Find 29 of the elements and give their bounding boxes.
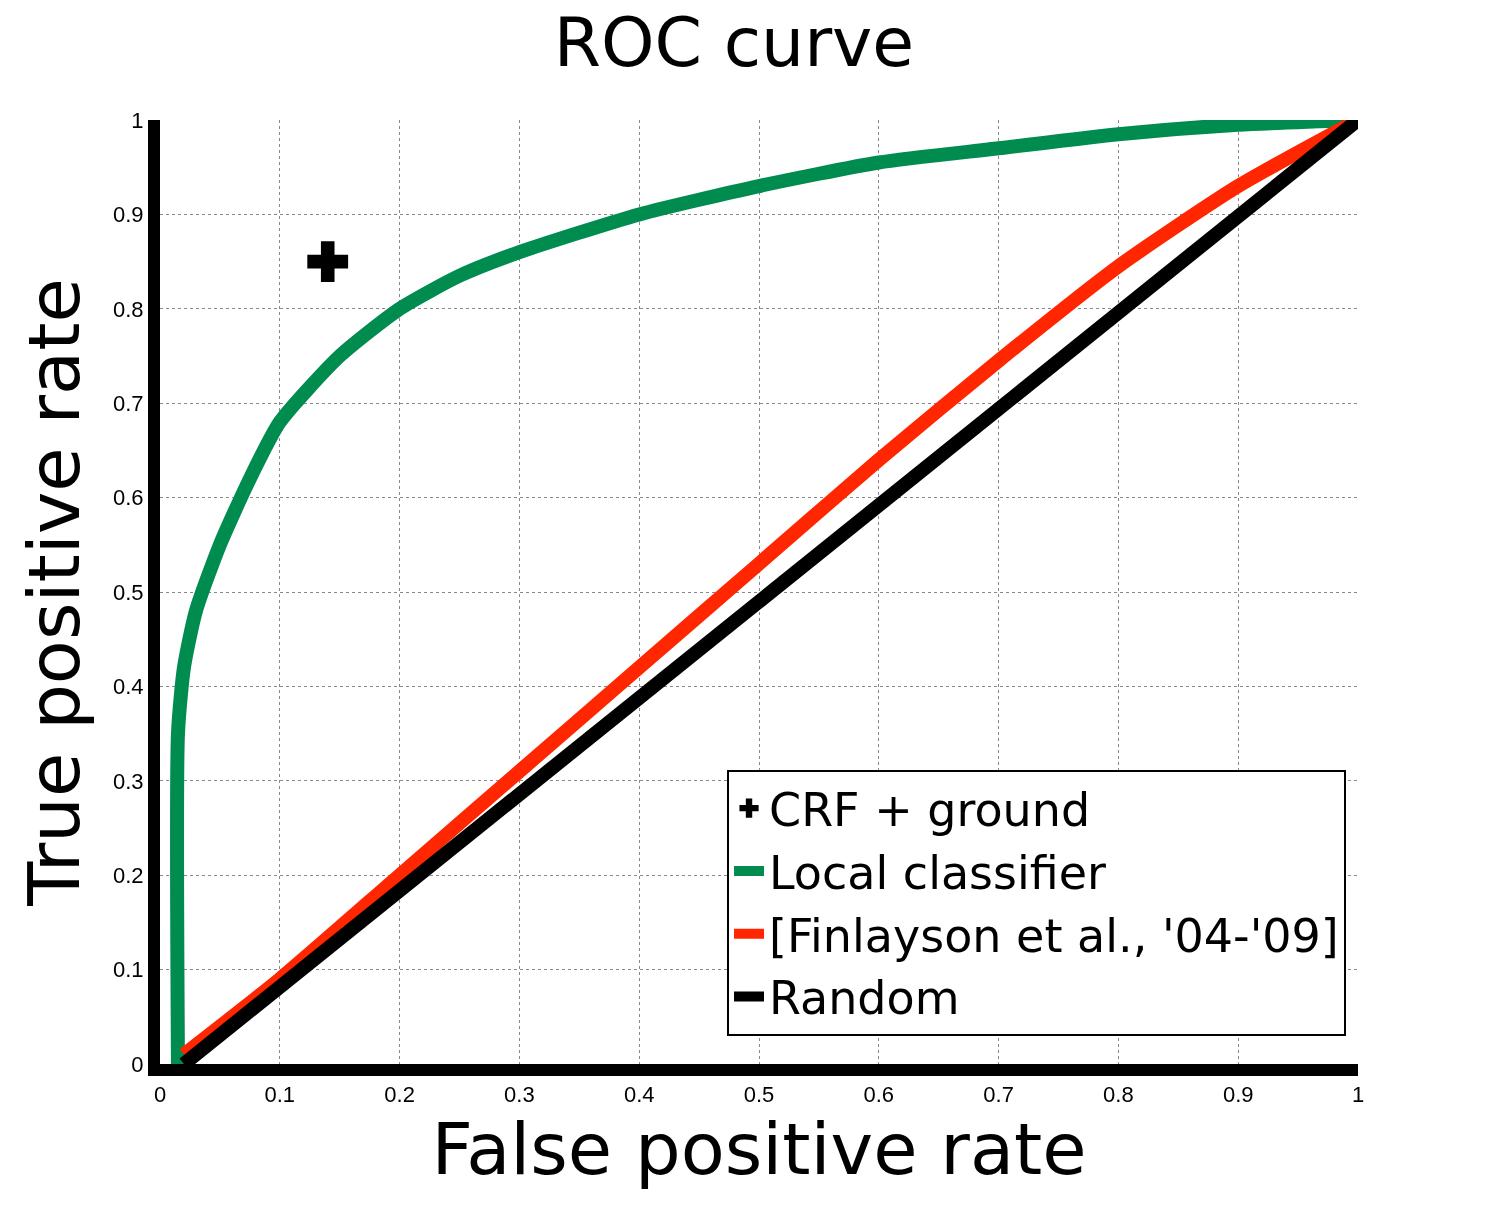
x-tick-label: 0.6	[863, 1082, 895, 1108]
x-tick-label: 0.3	[504, 1082, 535, 1108]
legend-label: Random	[769, 971, 960, 1026]
y-tick-label: 1	[131, 107, 144, 133]
chart-title: ROC curve	[553, 2, 915, 82]
x-tick-label: 0.4	[623, 1082, 655, 1108]
legend-label: Local classifier	[769, 845, 1107, 900]
x-tick-label: 0.9	[1222, 1082, 1254, 1108]
x-tick-label: 1	[1351, 1082, 1365, 1108]
x-tick-label: 0.8	[1103, 1082, 1134, 1108]
y-tick-label: 0.1	[113, 957, 144, 983]
legend-label: [Finlayson et al., '04-'09]	[769, 908, 1339, 963]
y-tick-label: 0.4	[113, 674, 144, 700]
x-tick-label: 0.2	[384, 1082, 415, 1108]
legend-label: CRF + ground	[769, 783, 1091, 838]
y-tick-label: 0.6	[113, 485, 144, 511]
x-tick-label: 0.5	[743, 1082, 775, 1108]
y-tick-label: 0.9	[113, 202, 144, 228]
x-tick-label: 0.1	[264, 1082, 296, 1108]
y-tick-label: 0.2	[113, 862, 144, 888]
y-tick-label: 0.8	[113, 296, 144, 322]
y-tick-label: 0.7	[113, 390, 144, 416]
y-axis-title: True positive rate	[11, 278, 96, 907]
y-tick-label: 0.5	[113, 579, 144, 605]
y-tick-label: 0.3	[113, 768, 144, 794]
x-tick-label: 0	[153, 1082, 167, 1108]
y-tick-label: 0	[131, 1051, 144, 1077]
x-tick-label: 0.7	[983, 1082, 1014, 1108]
x-axis-title: False positive rate	[431, 1107, 1087, 1192]
